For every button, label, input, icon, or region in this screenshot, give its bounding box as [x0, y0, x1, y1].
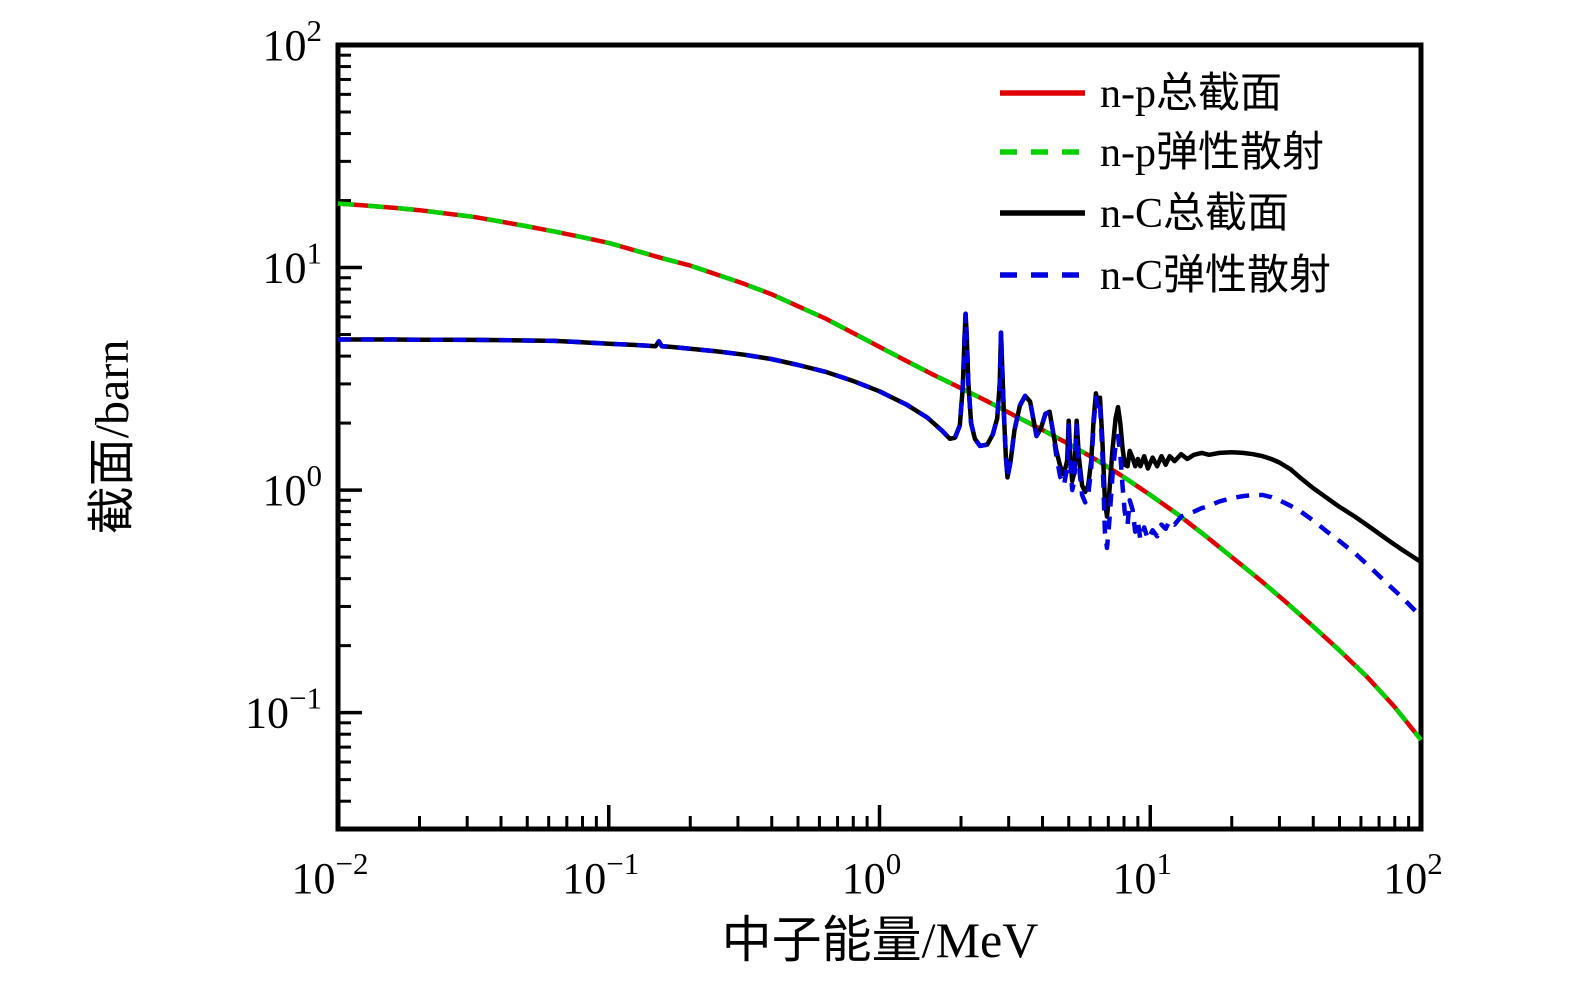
- x-tick-label: 102: [1383, 846, 1443, 903]
- y-tick-label: 100: [263, 458, 323, 515]
- legend-label: n-p弹性散射: [1100, 130, 1324, 176]
- x-tick-label: 10−1: [562, 846, 639, 903]
- y-axis-label: 截面/barn: [86, 340, 139, 535]
- curve-n-c-3: [338, 311, 1423, 619]
- x-tick-label: 10−2: [292, 846, 369, 903]
- legend-label: n-p总截面: [1100, 71, 1282, 117]
- legend-item-0: n-p总截面: [1000, 71, 1282, 117]
- legend-item-3: n-C弹性散射: [1000, 253, 1331, 299]
- curve-n-c-2: [338, 311, 1423, 564]
- legend: n-p总截面 n-p弹性散射 n-C总截面 n-C弹性散射: [1000, 71, 1331, 299]
- x-tick-label: 100: [842, 846, 902, 903]
- y-tick-label: 101: [263, 236, 323, 293]
- curves: [337, 201, 1423, 742]
- tick-labels: 10−2 10−1 100 101 102 10−1 100 101 102: [245, 13, 1443, 903]
- curve-n-p-1: [337, 201, 1423, 742]
- legend-label: n-C总截面: [1100, 191, 1289, 237]
- y-tick-label: 10−1: [245, 681, 322, 738]
- x-axis-label: 中子能量/MeV: [722, 912, 1039, 968]
- y-tick-label: 102: [263, 13, 323, 70]
- x-tick-label: 101: [1113, 846, 1173, 903]
- legend-label: n-C弹性散射: [1100, 253, 1331, 299]
- legend-item-2: n-C总截面: [1000, 191, 1289, 237]
- axis-ticks: [336, 43, 1423, 831]
- legend-item-1: n-p弹性散射: [1000, 130, 1324, 176]
